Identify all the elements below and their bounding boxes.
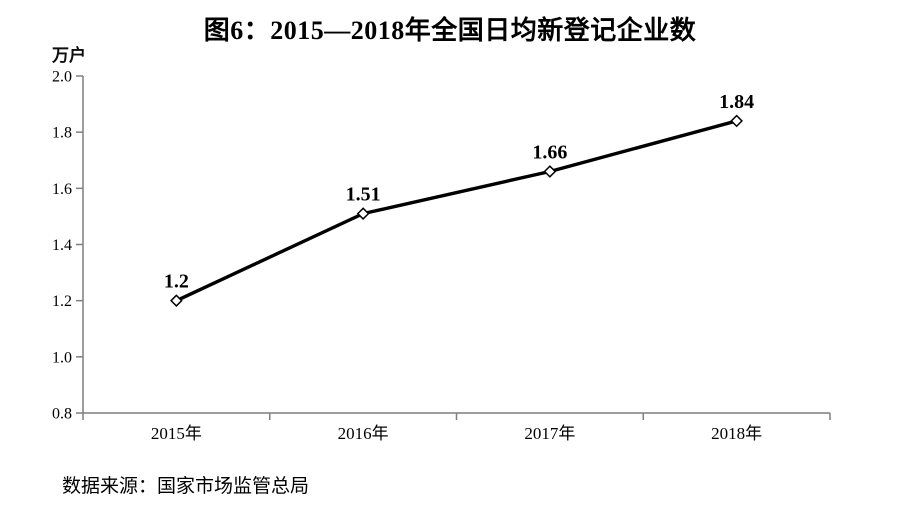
data-point-label: 1.51 <box>346 184 381 206</box>
data-point-label: 1.66 <box>532 141 567 163</box>
x-category-label: 2018年 <box>711 424 762 443</box>
chart-title: 图6：2015—2018年全国日均新登记企业数 <box>203 16 697 45</box>
x-category-label: 2017年 <box>524 424 575 443</box>
y-tick-label: 1.8 <box>52 125 72 142</box>
data-point-marker <box>730 114 743 128</box>
y-tick-label: 2.0 <box>52 69 72 86</box>
y-tick-label: 1.4 <box>52 237 72 254</box>
y-tick-label: 0.8 <box>52 406 72 423</box>
y-tick-label: 1.6 <box>52 181 72 198</box>
data-point-label: 1.2 <box>164 271 189 293</box>
data-point-marker <box>356 207 370 220</box>
data-point-marker <box>543 165 557 178</box>
x-category-label: 2015年 <box>151 424 202 443</box>
data-point-marker <box>170 294 183 308</box>
x-category-label: 2016年 <box>338 424 389 443</box>
source-note: 数据来源：国家市场监管总局 <box>62 476 310 497</box>
y-tick-label: 1.2 <box>52 293 72 310</box>
y-tick-label: 1.0 <box>52 349 72 366</box>
series-line <box>174 119 739 303</box>
y-axis-unit-label: 万户 <box>52 46 86 65</box>
data-point-label: 1.84 <box>719 91 754 113</box>
